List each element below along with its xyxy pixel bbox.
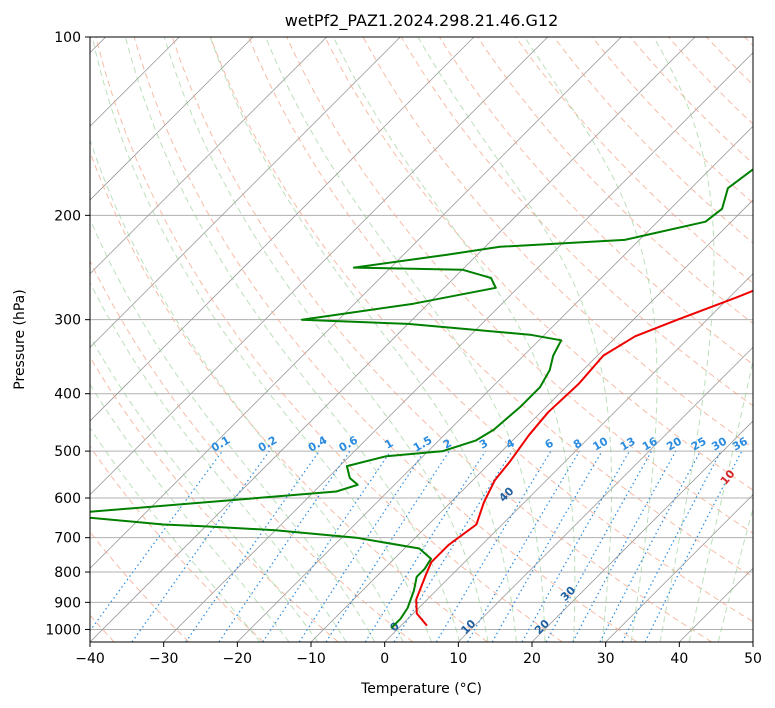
y-tick-label: 100 — [54, 30, 81, 46]
dry-adiabat — [171, 37, 712, 642]
mixing-ratio-line — [185, 450, 320, 642]
isotherm — [458, 346, 753, 642]
isotherm — [237, 125, 753, 642]
moist-adiabat — [125, 37, 461, 642]
isotherm — [163, 52, 753, 642]
x-axis: −40 −30 −20 −10 0 10 20 30 40 50 — [75, 642, 762, 667]
mixing-ratio-line — [364, 450, 486, 642]
moist-adiabat — [90, 217, 376, 642]
mixing-ratio-line — [262, 450, 392, 642]
x-tick-label: −40 — [75, 651, 105, 667]
mixing-ratio-line — [599, 450, 702, 642]
moist-adiabat — [653, 37, 715, 642]
isotherm — [605, 494, 753, 642]
chart-title: wetPf2_PAZ1.2024.298.21.46.G12 — [285, 11, 559, 31]
x-tick-label: 40 — [670, 651, 688, 667]
y-tick-label: 800 — [54, 565, 81, 581]
moist-adiabat — [90, 383, 290, 642]
isotherm — [90, 37, 475, 422]
mixing-ratio-line — [325, 450, 450, 642]
y-tick-label: 500 — [54, 444, 81, 460]
dry-adiabat — [515, 37, 753, 284]
isotherm — [384, 273, 753, 642]
dry-adiabat — [210, 37, 753, 623]
x-tick-label: 0 — [380, 651, 389, 667]
isotherm — [90, 37, 401, 348]
plot-frame — [89, 36, 754, 643]
dry-adiabat — [286, 37, 753, 534]
moist-adiabats — [90, 37, 753, 642]
isotherm — [531, 420, 753, 642]
dry-adiabat — [90, 259, 414, 642]
x-tick-label: 20 — [523, 651, 541, 667]
x-axis-label: Temperature (°C) — [360, 681, 482, 697]
temperature-profile — [415, 289, 753, 627]
moist-adiabat — [91, 37, 432, 642]
moist-adiabat — [688, 358, 753, 642]
y-tick-label: 600 — [54, 491, 81, 507]
isotherms — [90, 37, 753, 642]
mixing-ratio-line — [435, 450, 552, 642]
isotherm — [90, 37, 327, 275]
isotherm — [90, 37, 254, 201]
moist-adiabat — [209, 37, 517, 642]
y-axis: 100 200 300 400 500 600 700 800 900 1000 — [45, 30, 90, 638]
y-tick-label: 300 — [54, 313, 81, 329]
x-tick-label: 10 — [449, 651, 467, 667]
moist-adiabat — [524, 37, 658, 642]
mixing-ratio-lines — [90, 450, 743, 642]
mixing-ratio-line — [218, 450, 351, 642]
y-tick-label: 400 — [54, 387, 81, 403]
moist-adiabat — [417, 37, 612, 642]
dry-adiabat — [324, 37, 753, 491]
dry-adiabat — [248, 37, 753, 578]
dry-adiabat — [95, 37, 563, 642]
moist-adiabat — [332, 37, 576, 642]
moist-adiabat — [717, 506, 753, 642]
moist-adiabat — [90, 138, 404, 642]
mixing-ratio-line — [572, 450, 677, 642]
x-tick-label: −30 — [149, 651, 179, 667]
moist-adiabat — [163, 37, 489, 642]
moist-adiabat — [265, 37, 546, 642]
y-tick-label: 200 — [54, 208, 81, 224]
x-tick-label: −10 — [296, 651, 326, 667]
pressure-gridlines — [90, 37, 753, 630]
y-axis-label: Pressure (hPa) — [12, 289, 28, 389]
y-tick-label: 700 — [54, 531, 81, 547]
isotherm — [90, 37, 696, 642]
dewpoint-profile — [90, 168, 753, 629]
moist-adiabat — [90, 427, 261, 642]
dry-adiabat — [90, 445, 264, 642]
profiles — [90, 168, 753, 629]
y-tick-label: 900 — [54, 595, 81, 611]
mixing-ratio-line — [466, 450, 580, 642]
mixing-ratio-line — [298, 450, 425, 642]
isotherm — [90, 37, 622, 569]
mixing-ratio-line — [393, 450, 513, 642]
isotherm — [90, 37, 548, 496]
moist-adiabat — [90, 335, 319, 642]
x-tick-label: −20 — [223, 651, 253, 667]
x-tick-label: 50 — [744, 651, 762, 667]
y-tick-label: 1000 — [45, 622, 81, 638]
x-tick-label: 30 — [597, 651, 615, 667]
